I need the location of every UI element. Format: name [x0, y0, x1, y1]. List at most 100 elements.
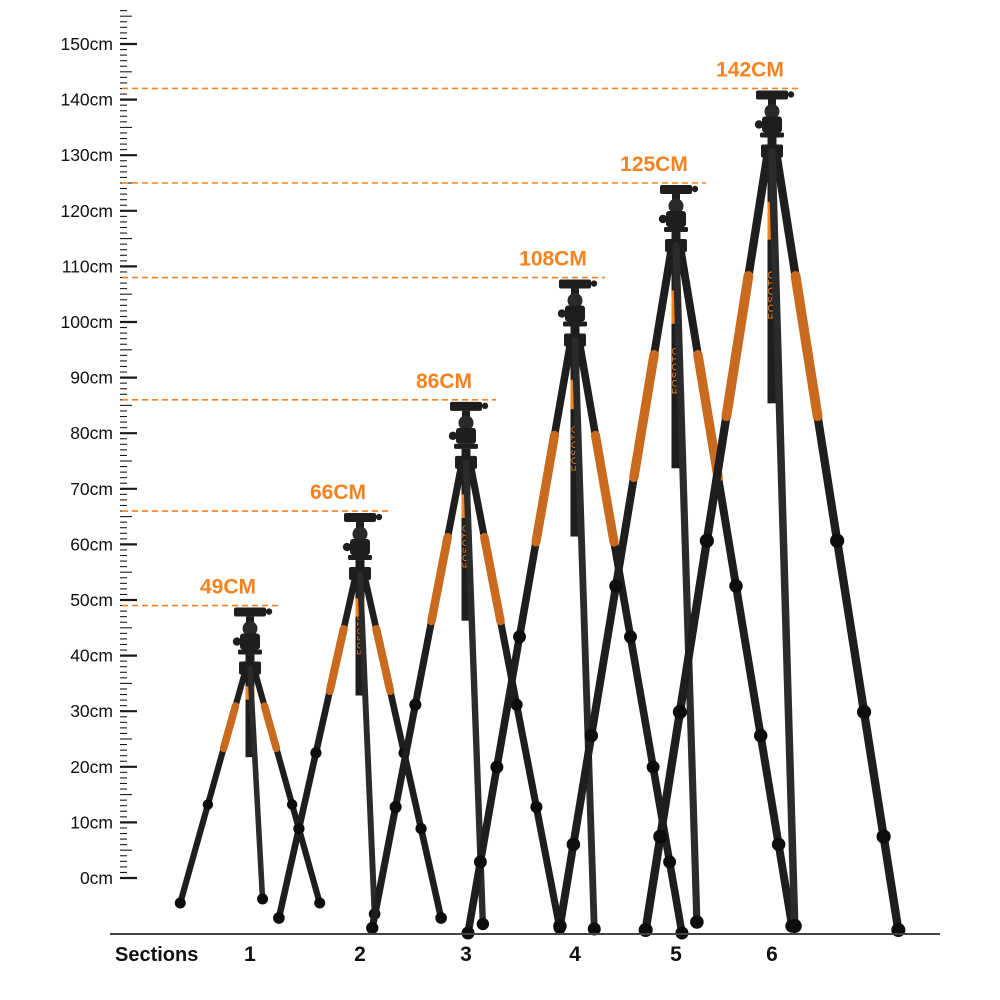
ruler-tick-label: 90cm: [70, 368, 113, 388]
head-housing: [350, 539, 370, 556]
height-label: 66CM: [310, 481, 366, 504]
clamp-neck: [672, 194, 680, 201]
leg-lock: [473, 855, 487, 869]
leg-grip: [531, 430, 560, 547]
tripod-leg: [768, 147, 799, 930]
leg-grip: [790, 271, 823, 422]
ball-head: [352, 526, 368, 542]
leg-grip: [372, 625, 395, 696]
tripod-foot: [476, 917, 490, 931]
height-label: 108CM: [519, 248, 587, 271]
head-housing: [666, 211, 686, 227]
leg-lock: [286, 799, 298, 810]
clamp-knob: [787, 91, 795, 98]
leg-lock: [389, 801, 402, 814]
height-label: 142CM: [716, 58, 784, 81]
leg-lock: [513, 630, 526, 644]
ruler-tick-label: 0cm: [80, 868, 113, 888]
tripod-leg: [571, 337, 598, 933]
leg-grip: [325, 625, 348, 696]
ball-head: [458, 415, 474, 431]
tripod-foot: [787, 918, 802, 934]
leg-lock: [415, 822, 427, 835]
leg-lock: [624, 630, 637, 644]
head-knob: [557, 309, 567, 318]
leg-lock: [699, 533, 714, 548]
head-base: [348, 555, 372, 561]
clamp-knob: [265, 608, 273, 615]
tripod-figure-4: FOSOTO: [461, 279, 689, 940]
leg-lock: [584, 728, 599, 743]
ball-head: [668, 198, 684, 214]
ruler-tick-label: 10cm: [70, 812, 113, 832]
leg-lock: [856, 704, 872, 720]
head-base: [760, 132, 784, 138]
head-knob: [658, 214, 668, 224]
head-housing: [240, 633, 260, 650]
ball-head: [764, 103, 780, 119]
tripod-foot: [273, 912, 285, 924]
leg-lock: [409, 698, 422, 711]
tripod-leg: [247, 665, 266, 902]
ruler-tick-label: 30cm: [70, 701, 113, 721]
top-clamp: [344, 513, 376, 523]
ruler-tick-label: 120cm: [60, 201, 113, 221]
top-clamp: [450, 401, 482, 411]
tripod-foot: [435, 912, 447, 924]
leg-lock: [490, 760, 504, 774]
tripod-foot: [314, 897, 326, 909]
head-base: [454, 443, 478, 449]
tripod-leg: [672, 242, 701, 926]
clamp-neck: [571, 288, 579, 296]
clamp-neck: [768, 99, 776, 107]
section-number: 6: [766, 943, 778, 966]
ruler-tick-label: 110cm: [62, 256, 113, 276]
ruler-tick-label: 40cm: [70, 646, 113, 666]
tripod-foot: [690, 915, 704, 929]
section-number: 2: [354, 943, 366, 966]
tripod-foot: [174, 897, 186, 909]
tripod-figure-3: FOSOTO: [366, 401, 566, 935]
head-knob: [448, 431, 458, 441]
tripod-leg: [357, 571, 378, 917]
leg-lock: [510, 698, 523, 711]
ball-head: [567, 293, 583, 309]
head-base: [563, 321, 587, 327]
clamp-knob: [691, 185, 699, 193]
tripod-foot: [553, 919, 567, 933]
ruler-tick-label: 140cm: [60, 90, 113, 110]
section-number: 5: [670, 943, 682, 966]
ruler: [120, 10, 137, 880]
leg-lock: [663, 855, 677, 869]
section-number: 1: [244, 943, 256, 966]
leg-lock: [310, 747, 322, 759]
head-base: [664, 227, 688, 232]
leg-lock: [729, 579, 743, 593]
leg-lock: [566, 837, 581, 852]
leg-grip: [629, 350, 659, 482]
leg-lock: [771, 837, 786, 852]
leg-lock: [830, 533, 845, 548]
leg-grip: [219, 702, 240, 753]
top-clamp: [234, 607, 266, 617]
leg-lock: [753, 728, 768, 743]
ruler-tick-label: 20cm: [70, 757, 113, 777]
leg-lock: [293, 822, 305, 835]
clamp-neck: [462, 410, 470, 418]
tripod-foot: [366, 921, 379, 935]
clamp-neck: [246, 616, 254, 624]
clamp-knob: [481, 402, 489, 410]
head-knob: [232, 637, 242, 646]
ruler-tick-label: 60cm: [70, 534, 113, 554]
top-clamp: [559, 279, 591, 289]
head-knob: [754, 120, 764, 129]
ruler-tick-label: 80cm: [70, 423, 113, 443]
tripod-foot: [257, 893, 269, 905]
top-clamp: [660, 185, 692, 194]
section-number: 4: [569, 943, 581, 966]
leg-lock: [530, 801, 543, 814]
tripod-figure-5: FOSOTO: [553, 185, 799, 933]
ruler-tick-label: 150cm: [60, 34, 113, 54]
